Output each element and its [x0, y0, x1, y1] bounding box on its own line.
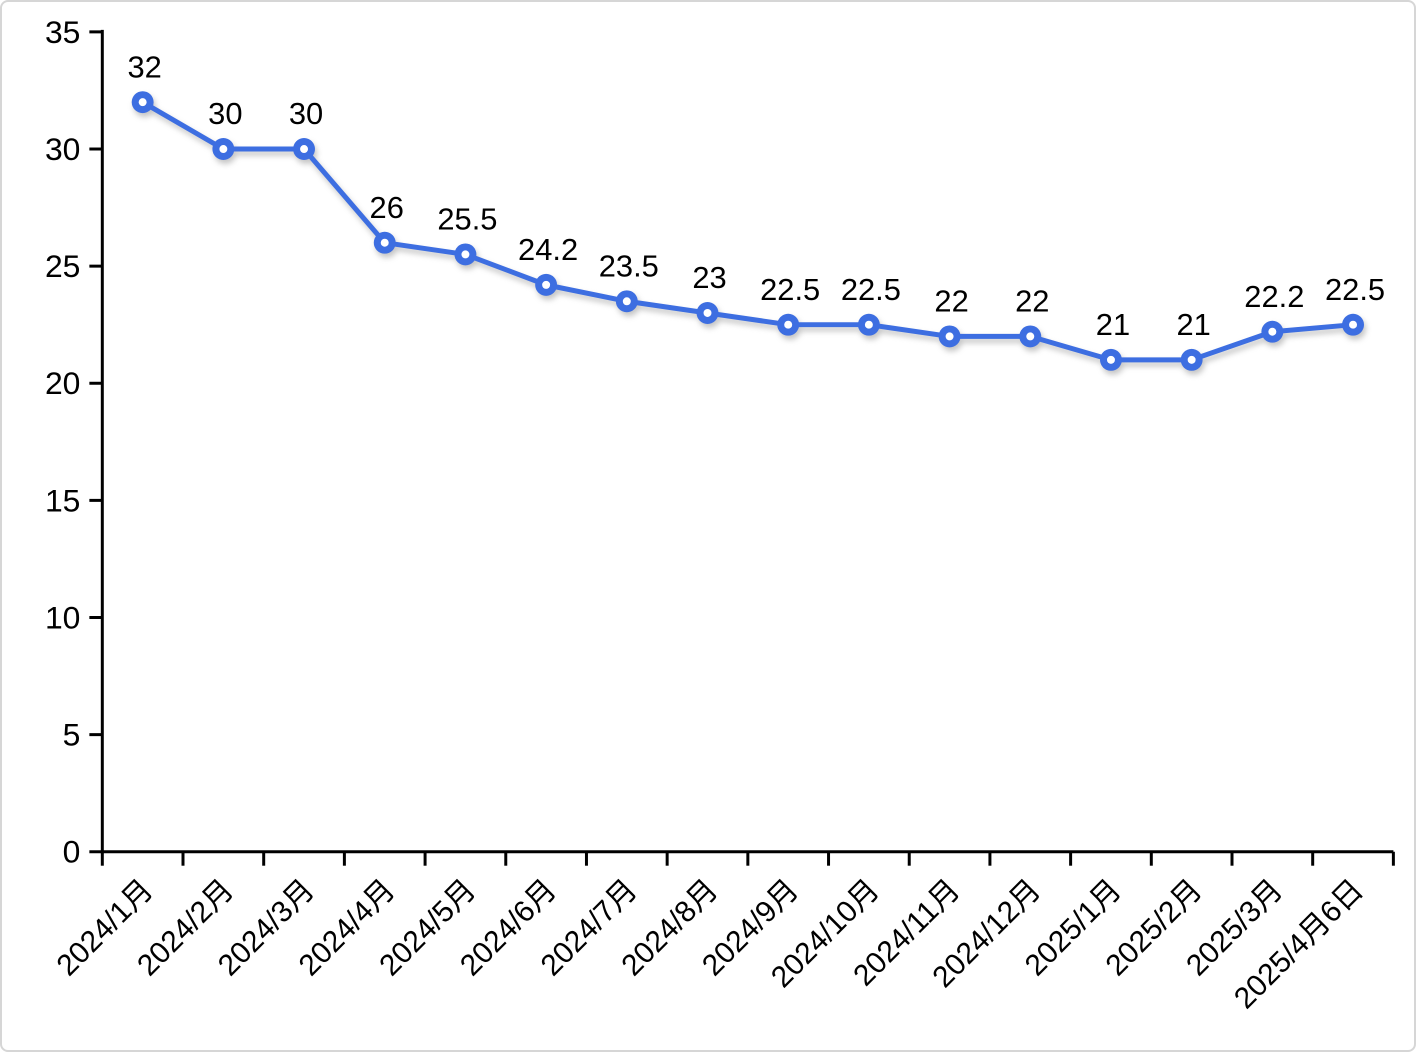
- data-point-marker: [535, 273, 558, 296]
- axes-layer: 051015202530352024/1月2024/2月2024/3月2024/…: [45, 14, 1395, 1015]
- data-point-marker: [1261, 320, 1284, 343]
- data-point-marker: [1100, 348, 1122, 371]
- y-axis-tick-label: 15: [45, 482, 80, 518]
- data-point-label: 32: [127, 49, 161, 84]
- data-point-marker: [454, 243, 477, 266]
- data-point-marker: [615, 290, 638, 313]
- marker-center-dot: [703, 308, 712, 317]
- data-point-label: 23: [692, 260, 726, 295]
- data-point-marker: [938, 325, 961, 348]
- data-point-label: 22: [1015, 284, 1049, 319]
- y-axis-tick-label: 20: [45, 365, 80, 401]
- marker-center-dot: [945, 332, 954, 341]
- data-point-label: 21: [1096, 307, 1130, 342]
- data-point-marker: [1180, 348, 1203, 371]
- data-point-label: 21: [1176, 307, 1210, 342]
- marker-center-dot: [622, 297, 631, 306]
- marker-center-dot: [461, 250, 470, 259]
- data-point-marker: [1019, 325, 1042, 348]
- data-point-label: 30: [208, 96, 242, 131]
- data-labels-layer: 32 30 30 26 25.5 24.2 23.5 23 22.5 22.5 22 22 21 21 22…: [127, 49, 1385, 342]
- data-point-label: 26: [370, 190, 404, 225]
- marker-center-dot: [1026, 332, 1035, 341]
- marker-center-dot: [138, 98, 147, 107]
- data-point-label: 23.5: [599, 248, 659, 283]
- marker-center-dot: [300, 145, 309, 153]
- marker-center-dot: [1187, 355, 1196, 364]
- data-point-marker: [696, 302, 719, 324]
- data-point-label: 22: [934, 284, 968, 319]
- data-point-marker: [373, 231, 396, 254]
- data-point-label: 22.5: [760, 272, 820, 307]
- series-layer: [131, 91, 1364, 371]
- data-point-label: 22.5: [1325, 272, 1385, 307]
- data-point-label: 30: [289, 96, 323, 131]
- y-axis-tick-label: 0: [63, 834, 81, 870]
- marker-center-dot: [380, 238, 389, 247]
- y-axis-tick-label: 25: [45, 248, 80, 284]
- data-point-label: 24.2: [518, 232, 578, 267]
- data-point-label: 22.2: [1244, 279, 1304, 314]
- marker-center-dot: [219, 145, 228, 153]
- marker-center-dot: [784, 320, 793, 329]
- marker-center-dot: [1268, 327, 1277, 336]
- data-point-label: 25.5: [437, 202, 497, 237]
- y-axis-tick-label: 10: [45, 599, 80, 635]
- data-point-label: 22.5: [841, 272, 901, 307]
- marker-center-dot: [1106, 355, 1115, 364]
- y-axis-tick-label: 35: [45, 14, 80, 50]
- marker-center-dot: [1349, 320, 1358, 329]
- data-point-marker: [131, 91, 154, 114]
- data-point-marker: [1342, 313, 1364, 336]
- y-axis-tick-label: 5: [63, 717, 81, 753]
- data-point-marker: [293, 138, 315, 160]
- data-point-marker: [212, 138, 235, 160]
- series-line: [140, 99, 1356, 363]
- data-point-marker: [857, 313, 880, 336]
- marker-center-dot: [542, 280, 551, 289]
- data-point-marker: [777, 313, 800, 336]
- marker-center-dot: [864, 320, 873, 329]
- y-axis-tick-label: 30: [45, 131, 80, 167]
